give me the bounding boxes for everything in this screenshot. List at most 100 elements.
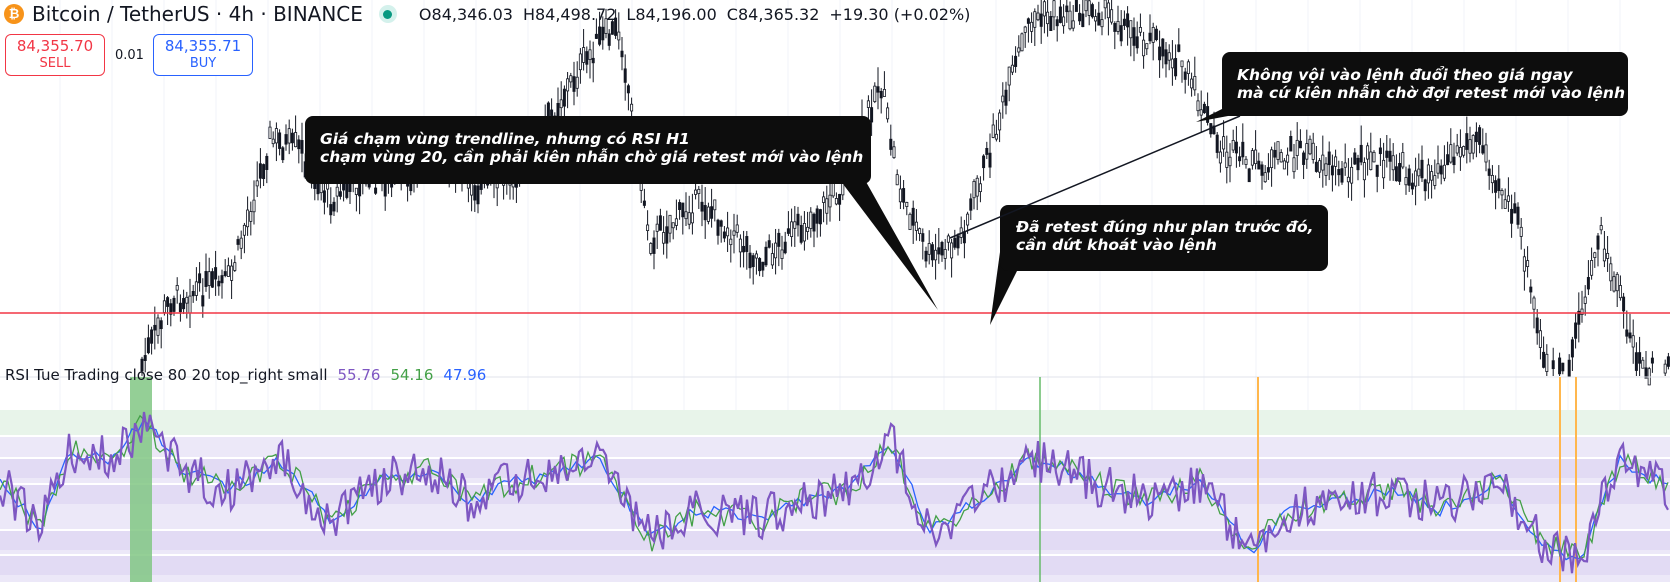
candle-body <box>578 53 582 71</box>
candle <box>1634 342 1638 376</box>
candle <box>1084 0 1088 18</box>
candle <box>1394 154 1398 182</box>
candle-body <box>687 212 691 225</box>
candle-body <box>262 164 266 180</box>
candle <box>937 227 941 264</box>
candle <box>665 210 669 259</box>
candle <box>1113 21 1117 50</box>
candle-body <box>1612 276 1616 292</box>
candle <box>815 205 819 238</box>
candle <box>796 206 800 237</box>
candle-body <box>1087 0 1091 16</box>
candle-body <box>1330 165 1334 176</box>
candle <box>562 85 566 122</box>
buy-button[interactable]: 84,355.71 BUY <box>153 34 253 76</box>
candle-body <box>866 100 870 108</box>
candle-body <box>1164 49 1168 65</box>
candle <box>348 180 352 204</box>
candle-body <box>172 297 176 312</box>
candle <box>255 161 259 197</box>
candle-body <box>918 228 922 234</box>
candle <box>1180 60 1184 83</box>
candle <box>895 169 899 186</box>
candle <box>770 243 774 269</box>
candle <box>982 154 986 181</box>
candle-body <box>162 300 166 313</box>
candle <box>1270 146 1274 187</box>
candle-body <box>594 33 598 39</box>
candle-body <box>697 188 701 194</box>
candle-body <box>1292 157 1296 173</box>
candle-body <box>588 49 592 61</box>
candle-body <box>1161 38 1165 57</box>
candle <box>1327 141 1331 181</box>
candle-body <box>233 262 237 271</box>
candle <box>1577 292 1581 343</box>
rsi-lines <box>0 411 1669 574</box>
rsi-legend[interactable]: RSI Tue Trading close 80 20 top_right sm… <box>5 366 486 384</box>
candle-body <box>946 235 950 243</box>
sell-button[interactable]: 84,355.70 SELL <box>5 34 105 76</box>
rsi-value-1: 55.76 <box>337 366 381 384</box>
candle <box>166 295 170 326</box>
candle <box>1452 142 1456 174</box>
candle <box>1122 10 1126 30</box>
candle <box>754 250 758 275</box>
candle <box>150 326 154 355</box>
candle <box>1110 0 1114 25</box>
candle-body <box>1535 317 1539 334</box>
candle <box>777 228 781 267</box>
candle <box>956 233 960 256</box>
trendline[interactable] <box>949 115 1241 239</box>
candle <box>262 163 266 187</box>
candle-body <box>1311 142 1315 160</box>
candle-body <box>1324 163 1328 176</box>
candle <box>1580 290 1584 323</box>
sell-price: 84,355.70 <box>16 37 94 55</box>
candle-body <box>1388 150 1392 162</box>
candle <box>719 219 723 243</box>
candle-body <box>956 235 960 249</box>
candle <box>1276 141 1280 165</box>
candle-body <box>1382 159 1386 179</box>
symbol-title[interactable]: Bitcoin / TetherUS · 4h · BINANCE <box>32 2 363 26</box>
candle-body <box>889 138 893 150</box>
candle-body <box>575 76 579 89</box>
candle-body <box>998 112 1002 131</box>
candle <box>1292 144 1296 179</box>
candle-body <box>1177 44 1181 52</box>
candle <box>1647 366 1651 386</box>
candle <box>1442 145 1446 182</box>
candle <box>1513 192 1517 214</box>
candle-body <box>194 281 198 296</box>
candle-body <box>1439 165 1443 175</box>
candle <box>1074 0 1078 12</box>
candle <box>978 176 982 203</box>
candle <box>578 48 582 84</box>
candle <box>1007 66 1011 102</box>
candle-body <box>1593 252 1597 258</box>
candle <box>1414 157 1418 206</box>
candle-body <box>822 196 826 203</box>
candle <box>1138 13 1142 37</box>
candle <box>559 81 563 121</box>
candle <box>1026 17 1030 43</box>
candle-body <box>1004 89 1008 106</box>
callouts <box>305 52 1628 325</box>
candle-body <box>892 146 896 159</box>
candle <box>1644 350 1648 379</box>
candle <box>226 257 230 277</box>
candle-body <box>1401 152 1405 168</box>
candle-body <box>1250 150 1254 166</box>
candle-body <box>623 68 627 83</box>
candle-body <box>1570 339 1574 358</box>
candle <box>678 199 682 220</box>
candle <box>1455 133 1459 156</box>
candle <box>1132 17 1136 62</box>
candle <box>1545 344 1549 376</box>
overbought-band <box>0 410 1670 436</box>
candle-body <box>1174 58 1178 77</box>
candle <box>297 135 301 164</box>
candle <box>594 18 598 39</box>
